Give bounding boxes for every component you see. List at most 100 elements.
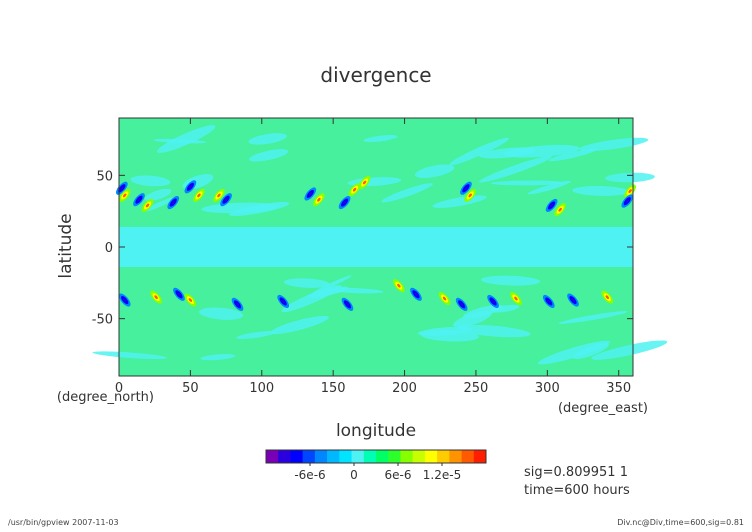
field-streak bbox=[201, 202, 278, 214]
x-axis: 0 50 100 150 200 250 300 350 bbox=[115, 118, 631, 396]
eddy-core bbox=[317, 197, 321, 202]
eddy-core bbox=[628, 189, 632, 193]
colorbar-swatch bbox=[314, 450, 328, 463]
field-streak bbox=[579, 137, 649, 152]
eddy-core bbox=[468, 193, 472, 198]
eddy-core bbox=[188, 298, 193, 302]
field-streak bbox=[200, 354, 236, 361]
x-axis-label: longitude bbox=[336, 421, 416, 441]
eddy-core bbox=[177, 292, 181, 297]
y-axis: 50 0 -50 bbox=[92, 169, 633, 328]
field-streak bbox=[481, 275, 541, 286]
field-streak bbox=[558, 311, 628, 324]
eddy-core bbox=[123, 193, 127, 198]
x-tick-label: 350 bbox=[606, 381, 631, 396]
colorbar-swatch bbox=[412, 450, 426, 463]
colorbar-swatch bbox=[449, 450, 462, 463]
eddy-core bbox=[281, 299, 285, 304]
field-streak bbox=[504, 144, 580, 158]
colorbar-swatch bbox=[363, 450, 377, 463]
colorbar-swatch bbox=[400, 450, 413, 463]
colorbar: -6e-6 0 6e-6 1.2e-5 bbox=[265, 449, 487, 482]
colorbar-swatch bbox=[302, 450, 316, 463]
sig-annotation: sig=0.809951 1 bbox=[524, 465, 628, 480]
x-tick-label: 0 bbox=[115, 381, 123, 396]
chart-title: divergence bbox=[320, 63, 431, 87]
colorbar-swatch bbox=[461, 450, 475, 463]
field-streak bbox=[270, 315, 329, 335]
eddy-core bbox=[547, 299, 551, 304]
time-annotation: time=600 hours bbox=[524, 483, 630, 498]
field-streak bbox=[248, 149, 289, 162]
colorbar-swatch bbox=[290, 450, 303, 463]
eddy-core bbox=[459, 302, 464, 307]
eddy-core bbox=[605, 295, 609, 300]
colorbar-tick-label: 0 bbox=[350, 468, 358, 482]
plot-area bbox=[92, 117, 668, 377]
field-streak bbox=[311, 275, 352, 295]
eddy-core bbox=[120, 186, 124, 191]
field-streak bbox=[363, 135, 398, 143]
eddy-core bbox=[224, 197, 228, 202]
field-streak bbox=[92, 351, 168, 360]
eddy-core bbox=[308, 192, 313, 196]
eddy-core bbox=[171, 200, 175, 205]
y-tick-label: -50 bbox=[92, 313, 113, 328]
x-tick-label: 50 bbox=[182, 381, 199, 396]
eddy-core bbox=[197, 193, 201, 198]
eddy-core bbox=[514, 296, 518, 301]
field-streak bbox=[604, 172, 655, 183]
x-tick-label: 250 bbox=[464, 381, 489, 396]
x-tick-label: 200 bbox=[392, 381, 417, 396]
eddy-core bbox=[414, 292, 418, 297]
field-streaks bbox=[92, 125, 668, 365]
field-streak bbox=[432, 195, 487, 208]
eddy-core bbox=[123, 298, 127, 302]
eddy-core bbox=[491, 299, 495, 304]
field-streak bbox=[414, 164, 455, 179]
eddy-core bbox=[549, 203, 554, 208]
colorbar-swatch bbox=[424, 450, 438, 463]
field-streak bbox=[591, 340, 668, 360]
y-unit-label: (degree_north) bbox=[57, 390, 154, 405]
colorbar-tick-label: 1.2e-5 bbox=[423, 468, 461, 482]
field-streak bbox=[490, 180, 565, 186]
field-streak bbox=[527, 180, 572, 195]
eddy-core bbox=[137, 197, 141, 202]
colorbar-swatch bbox=[266, 450, 279, 463]
field-streak bbox=[381, 183, 433, 203]
field-streak bbox=[449, 137, 509, 166]
field-streak bbox=[130, 175, 171, 187]
field-streak bbox=[479, 155, 552, 183]
x-unit-label: (degree_east) bbox=[558, 401, 648, 416]
colorbar-frame bbox=[265, 449, 487, 464]
eddy-core bbox=[558, 207, 562, 212]
colorbar-tick-label: -6e-6 bbox=[294, 468, 325, 482]
field-streak bbox=[199, 307, 244, 320]
field-streak bbox=[144, 196, 176, 212]
field-streak bbox=[572, 185, 630, 196]
field-streak bbox=[248, 133, 287, 145]
colorbar-swatch bbox=[327, 450, 340, 463]
equatorial-band bbox=[119, 226, 633, 268]
field-streak bbox=[283, 278, 330, 288]
colorbar-swatch bbox=[437, 450, 450, 463]
x-tick-label: 150 bbox=[321, 381, 346, 396]
eddy-core bbox=[442, 296, 447, 301]
x-tick-label: 300 bbox=[535, 381, 560, 396]
eddy-core bbox=[154, 295, 158, 300]
colorbar-swatch bbox=[351, 450, 365, 463]
eddy-core bbox=[345, 302, 350, 307]
colorbar-swatch bbox=[388, 450, 401, 463]
eddy-core bbox=[571, 298, 575, 302]
y-tick-label: 0 bbox=[105, 241, 113, 256]
field-streak bbox=[453, 311, 492, 328]
footer-left-label: /usr/bin/gpview 2007-11-03 bbox=[8, 518, 119, 527]
field-streak bbox=[573, 342, 610, 360]
eddy-features bbox=[116, 175, 636, 311]
y-axis-label: latitude bbox=[56, 213, 76, 278]
colorbar-swatch bbox=[376, 450, 389, 463]
eddy-core bbox=[217, 193, 221, 198]
eddy-core bbox=[397, 283, 401, 288]
